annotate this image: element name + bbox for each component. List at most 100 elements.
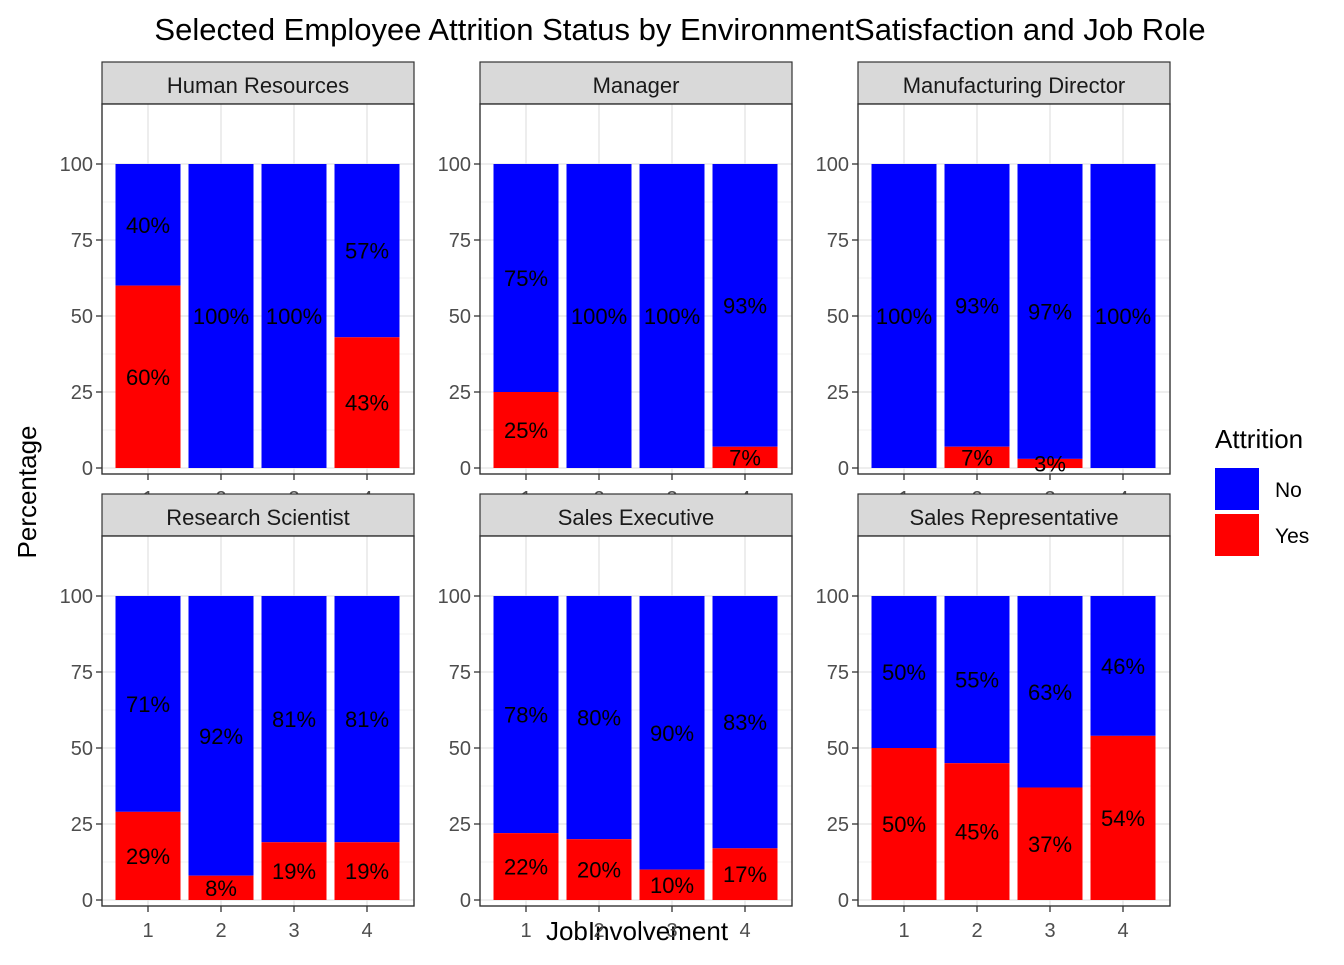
facet-panel: Sales Representative 50% 50% 55% 45% 63% 37% 46… [816,493,1171,942]
facet-strip-label: Manager [593,73,680,98]
legend-label: No [1275,479,1302,502]
x-tick-label: 4 [361,920,372,942]
data-label-no: 97% [1028,299,1072,324]
data-label-no: 100% [266,304,322,329]
bar-yes [334,842,400,900]
facet-strip [857,493,1171,537]
bar-no [871,596,937,748]
facet-strip [101,493,415,537]
bar-no [944,164,1010,447]
legend-key [1215,514,1259,556]
data-label-no: 90% [650,721,694,746]
facet-strip-label: Human Resources [167,73,349,98]
bar-yes [712,848,778,900]
panel-border [101,535,415,907]
facet-strip [479,493,793,537]
x-tick-label: 3 [288,920,299,942]
bar-yes [115,285,181,468]
data-label-no: 93% [955,293,999,318]
y-tick-label: 50 [449,738,471,760]
y-tick-label: 0 [838,458,849,480]
bar-no [115,164,181,286]
data-label-yes: 10% [650,873,694,898]
bar-no [566,596,632,840]
x-tick-label: 4 [1117,920,1128,942]
data-label-yes: 8% [205,876,237,901]
bar-yes [566,839,632,900]
y-tick-label: 75 [449,230,471,252]
y-tick-label: 100 [816,154,849,176]
y-tick-label: 25 [827,814,849,836]
bar-no [871,164,937,468]
x-tick-label: 4 [739,920,750,942]
bar-no [261,596,327,843]
x-axis-title: JobInvolvement [546,916,729,946]
bar-no [944,596,1010,764]
y-tick-label: 50 [449,306,471,328]
legend-label: Yes [1275,525,1309,548]
panel-border [857,535,1171,907]
bar-no [639,596,705,870]
data-label-yes: 43% [345,391,389,416]
chart-title: Selected Employee Attrition Status by En… [154,12,1205,47]
bar-no [712,164,778,447]
bar-yes [1090,735,1156,900]
bar-no [566,164,632,468]
data-label-no: 92% [199,724,243,749]
bar-yes [188,875,254,900]
y-tick-label: 100 [60,586,93,608]
y-tick-label: 0 [82,890,93,912]
x-tick-label: 3 [666,920,677,942]
bar-yes [1017,458,1083,468]
bar-yes [1017,787,1083,900]
legend-title: Attrition [1215,424,1303,454]
data-label-yes: 3% [1034,451,1066,476]
facet-strip [479,61,793,105]
x-tick-label: 1 [142,920,153,942]
data-label-yes: 50% [882,812,926,837]
y-tick-label: 100 [438,154,471,176]
data-label-no: 100% [876,304,932,329]
legend-key [1215,468,1259,510]
bar-yes [115,811,181,900]
bar-yes [944,446,1010,468]
bar-yes [261,842,327,900]
x-tick-label: 2 [971,920,982,942]
data-label-no: 50% [882,660,926,685]
data-label-no: 81% [345,707,389,732]
x-tick-label: 1 [520,920,531,942]
data-label-yes: 19% [345,859,389,884]
x-tick-label: 1 [898,920,909,942]
data-label-no: 71% [126,692,170,717]
data-label-no: 63% [1028,680,1072,705]
data-label-yes: 20% [577,858,621,883]
bar-no [639,164,705,468]
facet-strip-label: Research Scientist [166,505,349,530]
data-label-yes: 29% [126,844,170,869]
data-label-no: 46% [1101,654,1145,679]
facet-strip-label: Manufacturing Director [903,73,1126,98]
panel-border [857,103,1171,475]
bar-yes [871,748,937,900]
y-tick-label: 50 [827,738,849,760]
y-tick-label: 25 [827,382,849,404]
y-tick-label: 50 [71,738,93,760]
facet-panel: Research Scientist 71% 29% 92% 8% 81% 19% 81% 19… [60,493,415,942]
data-label-no: 83% [723,710,767,735]
y-tick-label: 75 [71,662,93,684]
bar-no [334,596,400,843]
legend: Attrition No Yes [1215,424,1309,556]
facet-strip-label: Sales Representative [909,505,1118,530]
y-tick-label: 0 [460,890,471,912]
data-label-no: 100% [193,304,249,329]
bar-no [261,164,327,468]
y-tick-label: 50 [71,306,93,328]
bar-no [712,596,778,849]
data-label-yes: 54% [1101,806,1145,831]
y-tick-label: 75 [827,230,849,252]
bar-yes [493,392,559,468]
y-tick-label: 25 [71,814,93,836]
